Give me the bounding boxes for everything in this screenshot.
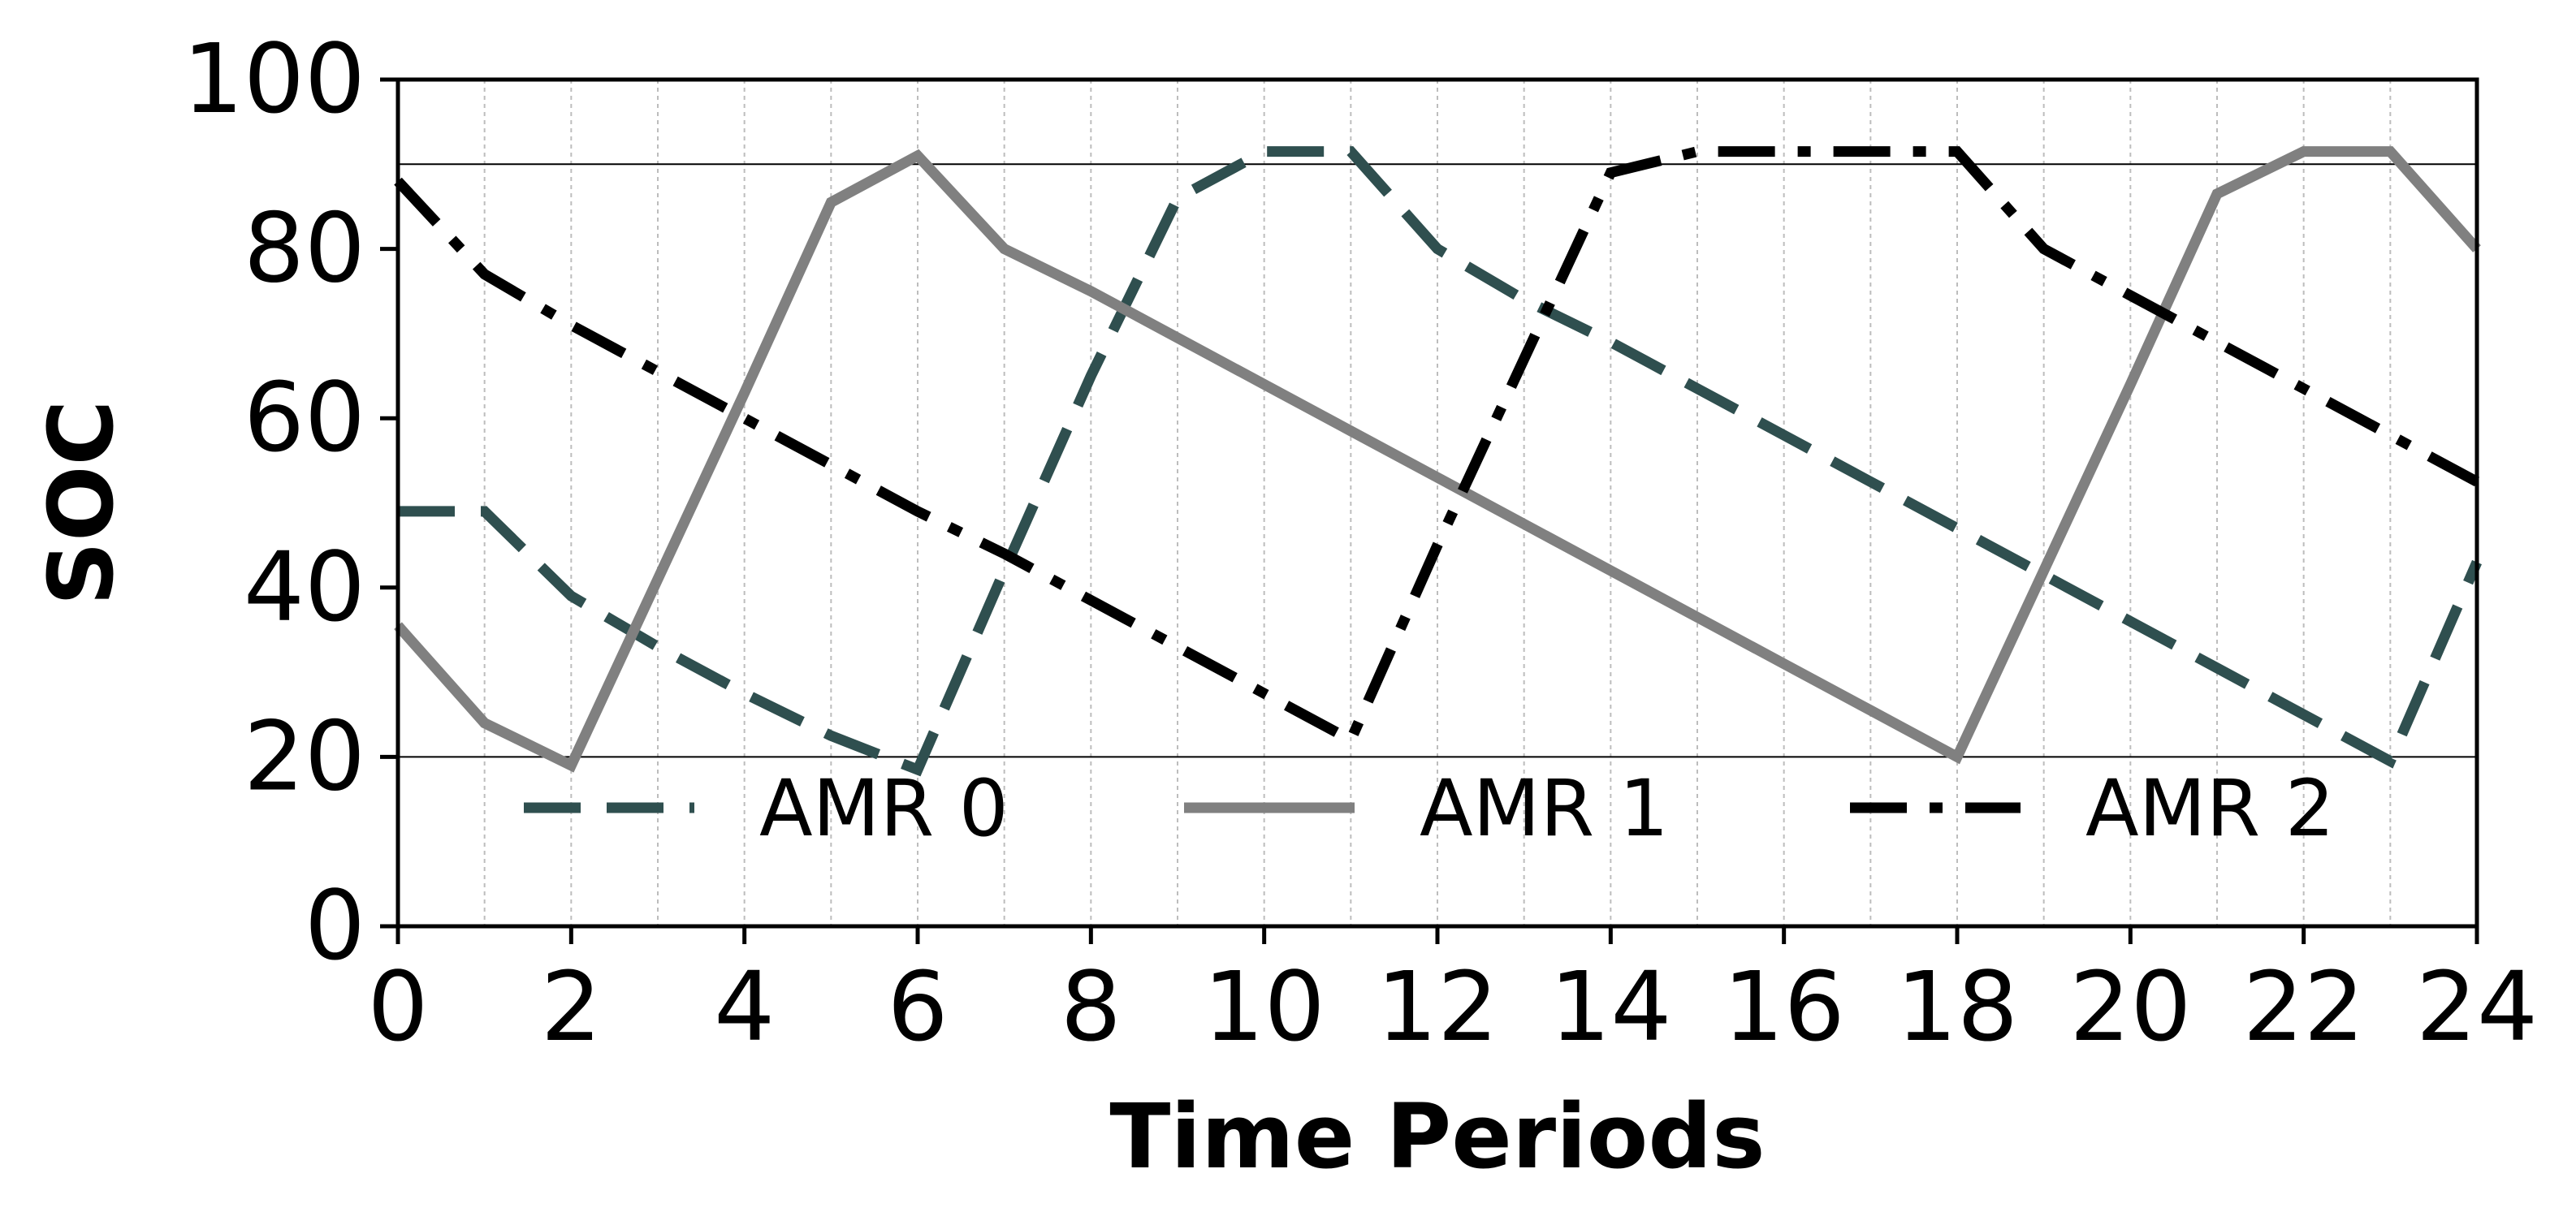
x-tick-label: 10 <box>1204 951 1325 1063</box>
series-line-amr-2 <box>394 146 2480 748</box>
series-line-amr-0 <box>398 146 2482 777</box>
y-tick-label: 60 <box>244 361 365 473</box>
series-line-amr-1 <box>394 146 2481 773</box>
x-tick-label: 0 <box>367 951 428 1063</box>
x-tick-label: 24 <box>2416 951 2538 1063</box>
y-axis-title: SOC <box>29 400 133 606</box>
legend-label-amr-1: AMR 1 <box>1420 763 1669 854</box>
y-tick-label: 20 <box>244 700 365 812</box>
x-tick-label: 22 <box>2243 951 2365 1063</box>
legend-label-amr-0: AMR 0 <box>759 763 1009 854</box>
x-tick-label: 18 <box>1896 951 2018 1063</box>
x-axis-ticks: 0 2 4 6 8 10 12 14 16 18 20 22 24 <box>367 926 2538 1063</box>
legend: AMR 0 AMR 1 AMR 2 <box>524 763 2335 854</box>
x-tick-label: 20 <box>2069 951 2191 1063</box>
reference-lines <box>398 163 2477 758</box>
legend-label-amr-2: AMR 2 <box>2085 763 2335 854</box>
x-tick-label: 8 <box>1061 951 1122 1063</box>
x-tick-label: 14 <box>1549 951 1671 1063</box>
x-tick-label: 2 <box>541 951 602 1063</box>
y-tick-label: 100 <box>183 23 365 135</box>
series-lines <box>394 146 2482 777</box>
x-axis-title: Time Periods <box>1109 1085 1765 1188</box>
x-tick-label: 12 <box>1377 951 1498 1063</box>
y-axis-ticks: 0 20 40 60 80 100 <box>183 23 398 981</box>
y-tick-label: 80 <box>244 192 365 304</box>
x-tick-label: 16 <box>1723 951 1845 1063</box>
x-tick-label: 4 <box>714 951 775 1063</box>
y-tick-label: 0 <box>305 869 365 981</box>
y-tick-label: 40 <box>244 531 365 643</box>
x-tick-label: 6 <box>887 951 948 1063</box>
